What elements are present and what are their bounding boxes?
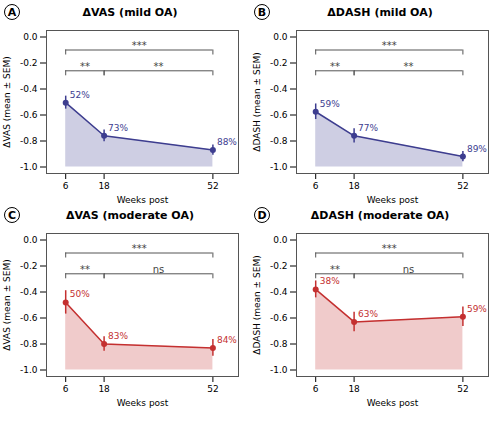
svg-text:**: ** <box>80 264 90 275</box>
svg-text:18: 18 <box>98 181 110 191</box>
svg-text:0.0: 0.0 <box>23 235 38 245</box>
svg-text:84%: 84% <box>217 335 237 345</box>
svg-text:-1.0: -1.0 <box>270 162 288 172</box>
svg-text:Weeks post: Weeks post <box>117 195 169 205</box>
svg-text:-0.2: -0.2 <box>270 261 288 271</box>
svg-text:Weeks post: Weeks post <box>367 398 419 408</box>
svg-text:***: *** <box>132 243 147 254</box>
svg-text:63%: 63% <box>358 309 378 319</box>
svg-text:-0.2: -0.2 <box>20 261 38 271</box>
svg-text:-0.2: -0.2 <box>20 58 38 68</box>
svg-text:50%: 50% <box>70 289 90 299</box>
svg-text:-0.4: -0.4 <box>20 287 38 297</box>
svg-text:6: 6 <box>313 181 319 191</box>
svg-text:38%: 38% <box>320 276 340 286</box>
svg-text:-1.0: -1.0 <box>20 162 38 172</box>
svg-text:6: 6 <box>63 384 69 394</box>
svg-text:**: ** <box>154 61 164 72</box>
svg-text:-0.8: -0.8 <box>20 339 38 349</box>
svg-text:6: 6 <box>313 384 319 394</box>
svg-text:-0.8: -0.8 <box>20 136 38 146</box>
svg-text:ΔVAS (mean ± SEM): ΔVAS (mean ± SEM) <box>2 259 12 350</box>
svg-text:***: *** <box>382 243 397 254</box>
svg-text:88%: 88% <box>217 137 237 147</box>
svg-text:18: 18 <box>98 384 110 394</box>
svg-text:-0.4: -0.4 <box>270 84 288 94</box>
svg-text:89%: 89% <box>467 144 487 154</box>
html-text:D: D <box>257 208 267 222</box>
svg-text:18: 18 <box>348 384 360 394</box>
svg-text:52: 52 <box>207 181 218 191</box>
svg-text:59%: 59% <box>467 304 487 314</box>
svg-text:-0.6: -0.6 <box>20 110 38 120</box>
svg-text:-1.0: -1.0 <box>20 365 38 375</box>
svg-text:0.0: 0.0 <box>273 235 288 245</box>
svg-text:0.0: 0.0 <box>23 32 38 42</box>
svg-text:52: 52 <box>207 384 218 394</box>
svg-text:59%: 59% <box>320 99 340 109</box>
html-text:ΔVAS (moderate OA): ΔVAS (moderate OA) <box>66 208 194 222</box>
svg-text:**: ** <box>330 264 340 275</box>
svg-text:ΔDASH (mean ± SEM): ΔDASH (mean ± SEM) <box>252 255 262 354</box>
svg-text:18: 18 <box>348 181 360 191</box>
svg-text:ns: ns <box>153 264 165 275</box>
svg-text:Weeks post: Weeks post <box>117 398 169 408</box>
svg-text:83%: 83% <box>108 331 128 341</box>
html-text:B: B <box>257 5 267 19</box>
html-text:ΔDASH (mild OA): ΔDASH (mild OA) <box>327 5 433 19</box>
svg-text:-0.8: -0.8 <box>270 339 288 349</box>
svg-text:52: 52 <box>457 181 468 191</box>
svg-text:-0.4: -0.4 <box>20 84 38 94</box>
svg-text:52: 52 <box>457 384 468 394</box>
svg-text:-0.6: -0.6 <box>270 313 288 323</box>
svg-text:ΔDASH (mean ± SEM): ΔDASH (mean ± SEM) <box>252 52 262 151</box>
svg-text:6: 6 <box>63 181 69 191</box>
svg-text:**: ** <box>330 61 340 72</box>
svg-text:0.0: 0.0 <box>273 32 288 42</box>
html-text:A: A <box>7 5 17 19</box>
svg-text:52%: 52% <box>70 90 90 100</box>
svg-text:**: ** <box>80 61 90 72</box>
svg-text:Weeks post: Weeks post <box>367 195 419 205</box>
html-text:C: C <box>8 208 16 222</box>
svg-text:-0.2: -0.2 <box>270 58 288 68</box>
svg-text:-0.6: -0.6 <box>20 313 38 323</box>
svg-text:77%: 77% <box>358 123 378 133</box>
svg-text:-0.6: -0.6 <box>270 110 288 120</box>
html-text:ΔDASH (moderate OA): ΔDASH (moderate OA) <box>310 208 450 222</box>
svg-text:ΔVAS (mean ± SEM): ΔVAS (mean ± SEM) <box>2 56 12 147</box>
svg-text:-1.0: -1.0 <box>270 365 288 375</box>
svg-text:***: *** <box>382 40 397 51</box>
html-text:ΔVAS (mild OA): ΔVAS (mild OA) <box>82 5 178 19</box>
svg-text:**: ** <box>404 61 414 72</box>
svg-text:ns: ns <box>403 264 415 275</box>
svg-text:-0.4: -0.4 <box>270 287 288 297</box>
svg-text:***: *** <box>132 40 147 51</box>
svg-text:73%: 73% <box>108 123 128 133</box>
svg-text:-0.8: -0.8 <box>270 136 288 146</box>
